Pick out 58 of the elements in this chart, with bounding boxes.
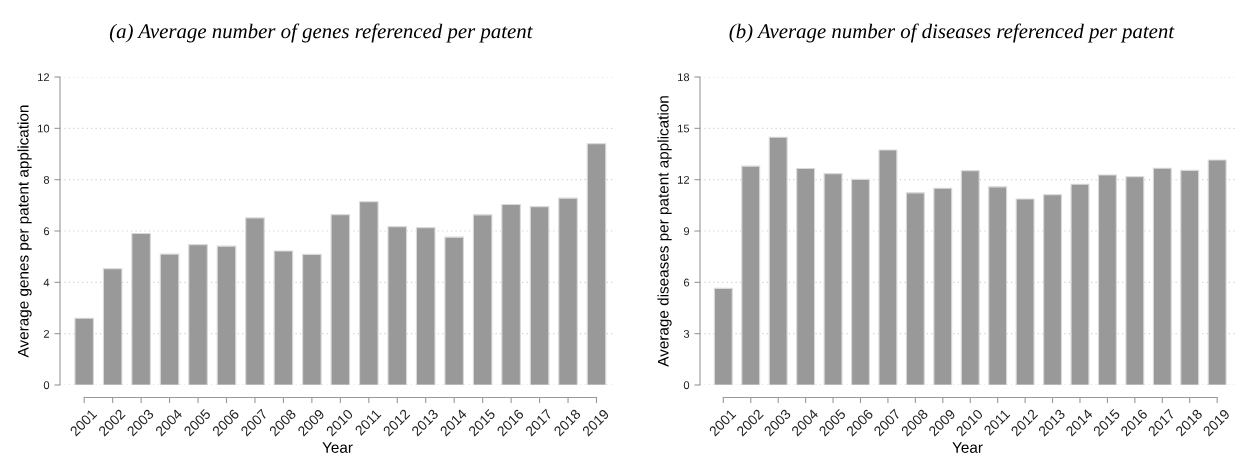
bar — [159, 253, 180, 385]
bar — [1070, 183, 1090, 385]
x-axis-title: Year — [952, 442, 983, 453]
bar — [1015, 198, 1035, 385]
y-tick-label: 6 — [43, 227, 50, 236]
y-tick-label: 8 — [43, 175, 50, 184]
bar — [529, 206, 550, 385]
y-tick-label: 6 — [683, 278, 690, 287]
bar — [415, 227, 436, 385]
bar — [245, 217, 265, 385]
bar — [188, 244, 208, 385]
bar — [330, 214, 351, 385]
bar — [878, 149, 898, 385]
bar — [501, 204, 521, 385]
chart-title: (a) Average number of genes referenced per patent — [109, 23, 533, 43]
bar — [359, 201, 379, 385]
bar — [1180, 169, 1200, 385]
y-tick-label: 2 — [43, 329, 50, 338]
bar — [472, 214, 493, 385]
chart-title: (b) Average number of diseases referenced per patent — [729, 23, 1175, 43]
bar — [1097, 174, 1117, 385]
bar — [586, 143, 607, 385]
y-tick-label: 18 — [678, 73, 690, 82]
y-tick-label: 4 — [43, 278, 50, 287]
bar — [273, 250, 294, 385]
y-tick-label: 10 — [38, 124, 50, 133]
bar — [444, 236, 464, 385]
bar — [988, 186, 1008, 385]
bar — [216, 245, 237, 385]
y-tick-label: 15 — [678, 124, 690, 133]
bar — [796, 167, 816, 385]
y-tick-label: 12 — [38, 73, 50, 82]
y-axis-title: Average genes per patent application — [17, 105, 32, 358]
bar — [302, 253, 322, 385]
y-tick-label: 0 — [43, 381, 50, 390]
bar — [558, 197, 578, 385]
y-tick-label: 9 — [683, 227, 690, 236]
bar — [741, 165, 761, 385]
bar — [74, 317, 94, 385]
bar — [905, 192, 925, 385]
bar — [933, 187, 953, 385]
bar — [102, 268, 123, 385]
bar — [1152, 167, 1172, 385]
bar — [1125, 176, 1145, 385]
bar — [1207, 159, 1227, 385]
y-tick-label: 0 — [683, 381, 690, 390]
bar — [851, 178, 870, 385]
bar — [823, 173, 843, 385]
bar — [768, 136, 788, 385]
bar — [387, 226, 408, 385]
bar — [713, 287, 733, 385]
y-axis-title: Average diseases per patent application — [657, 96, 672, 367]
bar — [960, 170, 980, 385]
x-axis-title: Year — [322, 442, 353, 453]
y-tick-label: 12 — [678, 175, 690, 184]
y-tick-label: 3 — [683, 329, 690, 338]
bar — [1043, 194, 1063, 385]
bar — [131, 233, 151, 385]
